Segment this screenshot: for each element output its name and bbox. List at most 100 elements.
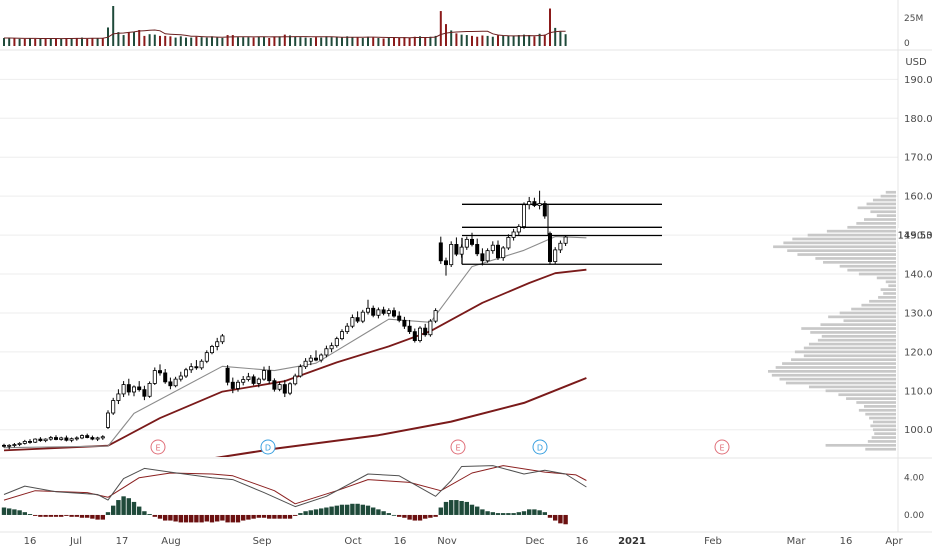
indicator-histogram-bar bbox=[470, 505, 474, 515]
candle-body bbox=[283, 385, 286, 394]
candle-body bbox=[91, 438, 94, 440]
volume-bar bbox=[268, 38, 270, 46]
volume-bar bbox=[211, 36, 213, 46]
volume-bar bbox=[445, 24, 447, 46]
candle-body bbox=[356, 318, 359, 322]
indicator-histogram-bar bbox=[314, 509, 318, 515]
candle-body bbox=[49, 438, 52, 440]
volume-bar bbox=[533, 36, 535, 46]
indicator-histogram-bar bbox=[433, 515, 437, 517]
indicator-histogram-bar bbox=[454, 500, 458, 515]
candle-body bbox=[221, 336, 224, 342]
dividend-event-marker[interactable]: D bbox=[533, 440, 547, 454]
dividend-event-marker[interactable]: D bbox=[261, 440, 275, 454]
ma-fast-line bbox=[4, 237, 586, 448]
candle-body bbox=[382, 310, 385, 314]
volume-bar bbox=[372, 38, 374, 46]
candle-body bbox=[158, 371, 161, 373]
indicator-slow-line bbox=[4, 466, 586, 504]
indicator-histogram-bar bbox=[303, 511, 307, 515]
candle-body bbox=[330, 346, 333, 349]
indicator-histogram-bar bbox=[272, 515, 276, 519]
indicator-histogram-bar bbox=[267, 515, 271, 519]
volume-profile-bar bbox=[873, 421, 896, 424]
volume-bar bbox=[383, 38, 385, 46]
volume-bar bbox=[315, 37, 317, 46]
indicator-histogram-bar bbox=[90, 515, 94, 519]
candle-body bbox=[528, 202, 531, 205]
candle-body bbox=[434, 311, 437, 322]
indicator-histogram-bar bbox=[23, 512, 27, 515]
volume-profile-bar bbox=[795, 351, 896, 354]
indicator-histogram-bar bbox=[137, 507, 141, 515]
volume-profile-bar bbox=[870, 425, 896, 428]
indicator-histogram-bar bbox=[309, 510, 313, 515]
indicator-histogram-bar bbox=[558, 515, 562, 523]
candle-body bbox=[486, 251, 489, 261]
indicator-histogram-bar bbox=[532, 509, 536, 515]
volume-profile-bar bbox=[780, 378, 896, 381]
candle-body bbox=[533, 202, 536, 206]
candle-body bbox=[44, 439, 47, 441]
ma-mid-line bbox=[4, 270, 586, 451]
candle-body bbox=[366, 308, 369, 312]
volume-bar bbox=[336, 37, 338, 46]
volume-bar bbox=[294, 37, 296, 46]
indicator-histogram-bar bbox=[355, 504, 359, 515]
volume-profile-bar bbox=[864, 405, 896, 408]
candle-body bbox=[538, 204, 541, 206]
candle-body bbox=[179, 376, 182, 379]
indicator-histogram-bar bbox=[350, 504, 354, 515]
earnings-event-marker[interactable]: E bbox=[451, 440, 465, 454]
indicator-histogram-bar bbox=[173, 515, 177, 522]
volume-bar bbox=[247, 37, 249, 46]
indicator-histogram-bar bbox=[163, 515, 167, 521]
candle-body bbox=[216, 342, 219, 347]
indicator-histogram-bar bbox=[179, 515, 183, 522]
volume-bar bbox=[123, 35, 125, 46]
candle-body bbox=[424, 328, 427, 335]
volume-bar bbox=[65, 38, 67, 46]
volume-bar bbox=[487, 36, 489, 46]
candle-body bbox=[502, 248, 505, 258]
volume-profile-bar bbox=[804, 347, 896, 350]
indicator-histogram-bar bbox=[220, 515, 224, 521]
indicator-histogram-bar bbox=[475, 507, 479, 515]
volume-profile-bar bbox=[801, 327, 896, 330]
volume-bar bbox=[19, 39, 21, 46]
time-tick-label: Sep bbox=[253, 536, 272, 547]
indicator-histogram-bar bbox=[407, 515, 411, 520]
candle-body bbox=[278, 385, 281, 390]
indicator-histogram-bar bbox=[43, 515, 47, 517]
candle-body bbox=[70, 439, 73, 441]
volume-bar bbox=[455, 33, 457, 46]
indicator-histogram-bar bbox=[199, 515, 203, 522]
indicator-histogram-bar bbox=[340, 505, 344, 515]
volume-bar bbox=[299, 37, 301, 46]
price-tick-label: 150.00 bbox=[904, 231, 932, 242]
candle-body bbox=[236, 382, 239, 388]
volume-profile-bar bbox=[886, 280, 896, 283]
volume-profile-bar bbox=[869, 417, 896, 420]
price-tick-label: 140.00 bbox=[904, 270, 932, 281]
earnings-event-marker[interactable]: E bbox=[151, 440, 165, 454]
indicator-histogram-bar bbox=[33, 515, 37, 516]
candle-body bbox=[2, 445, 5, 446]
indicator-histogram-bar bbox=[335, 506, 339, 515]
volume-profile-bar bbox=[823, 261, 896, 264]
candle-body bbox=[184, 370, 187, 376]
indicator-histogram-bar bbox=[553, 515, 557, 521]
indicator-histogram-bar bbox=[543, 512, 547, 515]
candle-body bbox=[164, 373, 167, 382]
indicator-histogram-bar bbox=[85, 515, 89, 518]
horizontal-levels bbox=[462, 204, 662, 264]
volume-bar bbox=[154, 35, 156, 46]
volume-bar bbox=[138, 30, 140, 46]
earnings-event-marker[interactable]: E bbox=[715, 440, 729, 454]
volume-profile-bar bbox=[768, 370, 896, 373]
indicator-histogram-bar bbox=[402, 515, 406, 518]
indicator-histogram-bar bbox=[319, 508, 323, 515]
indicator-histogram-bar bbox=[116, 500, 120, 515]
